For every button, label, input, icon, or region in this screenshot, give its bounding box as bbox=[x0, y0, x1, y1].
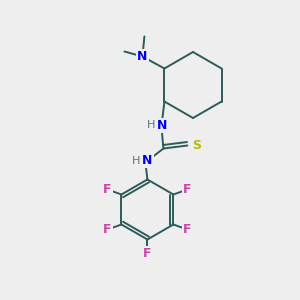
Text: N: N bbox=[142, 154, 153, 167]
Text: F: F bbox=[103, 223, 112, 236]
Text: H: H bbox=[147, 121, 156, 130]
Text: F: F bbox=[183, 223, 192, 236]
Text: S: S bbox=[192, 139, 201, 152]
Text: N: N bbox=[157, 119, 168, 132]
Text: F: F bbox=[183, 183, 192, 196]
Text: F: F bbox=[143, 247, 152, 260]
Text: H: H bbox=[132, 155, 141, 166]
Text: F: F bbox=[103, 183, 112, 196]
Text: N: N bbox=[137, 50, 148, 63]
